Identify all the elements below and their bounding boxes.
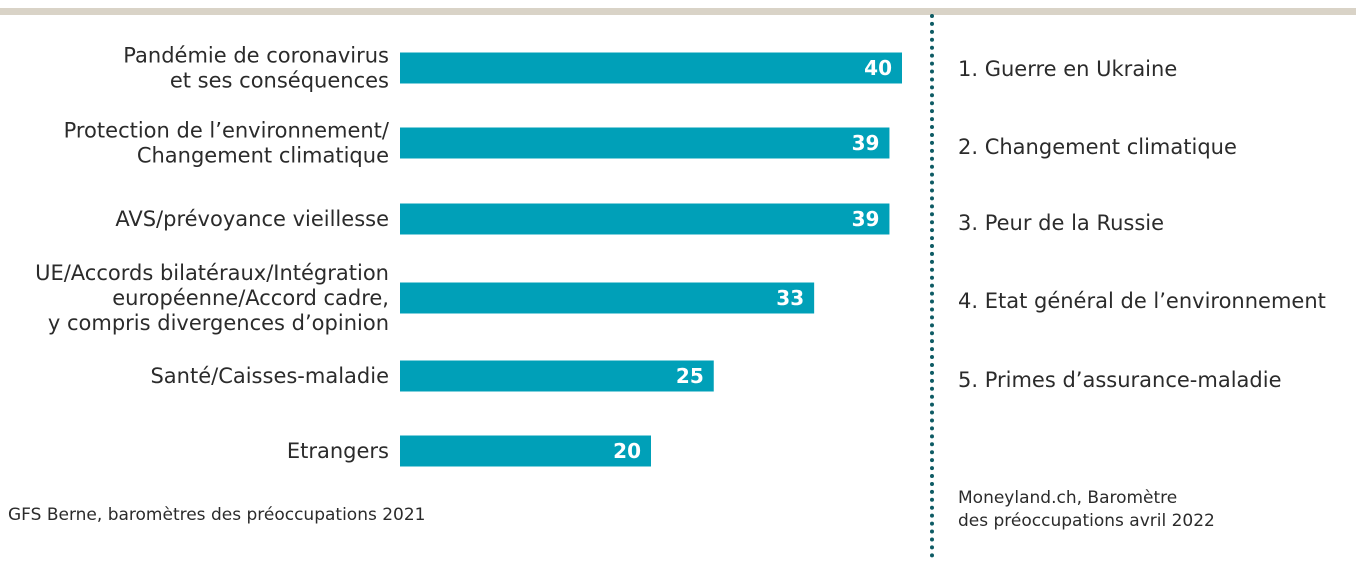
- ranking-source: Moneyland.ch, Baromètre des préoccupatio…: [958, 487, 1215, 533]
- category-label: UE/Accords bilatéraux/Intégration: [35, 261, 389, 285]
- ranking-source-line: Moneyland.ch, Baromètre: [958, 488, 1178, 508]
- bar: [400, 435, 651, 467]
- chart-source: GFS Berne, baromètres des préoccupations…: [8, 505, 426, 525]
- category-label: et ses conséquences: [170, 69, 389, 93]
- ranking-item: 4. Etat général de l’environnement: [958, 289, 1326, 313]
- dotted-divider: [930, 14, 934, 558]
- category-label: européenne/Accord cadre,: [112, 286, 389, 310]
- category-label: Protection de l’environnement/: [64, 119, 390, 143]
- category-label: AVS/prévoyance vieillesse: [115, 207, 389, 231]
- bar: [400, 52, 902, 84]
- category-label: Santé/Caisses-maladie: [150, 364, 389, 388]
- bar-value-label: 39: [852, 131, 880, 155]
- ranking-item: 3. Peur de la Russie: [958, 211, 1165, 235]
- category-label: Changement climatique: [137, 144, 389, 168]
- top-rule: [0, 8, 1356, 15]
- ranking-source-line: des préoccupations avril 2022: [958, 511, 1215, 531]
- ranking-item: 1. Guerre en Ukraine: [958, 57, 1178, 81]
- category-label: y compris divergences d’opinion: [48, 311, 389, 335]
- category-label: Etrangers: [287, 439, 389, 463]
- bar-value-label: 40: [864, 56, 892, 80]
- bar: [400, 282, 815, 314]
- bar-value-label: 33: [776, 286, 804, 310]
- bar-value-label: 20: [613, 439, 641, 463]
- bar-value-label: 25: [676, 364, 704, 388]
- bar: [400, 203, 890, 235]
- bar-value-label: 39: [852, 207, 880, 231]
- ranking-item: 5. Primes d’assurance-maladie: [958, 368, 1282, 392]
- category-label: Pandémie de coronavirus: [123, 44, 389, 68]
- bar: [400, 127, 890, 159]
- ranking-item: 2. Changement climatique: [958, 135, 1237, 159]
- bar: [400, 360, 714, 392]
